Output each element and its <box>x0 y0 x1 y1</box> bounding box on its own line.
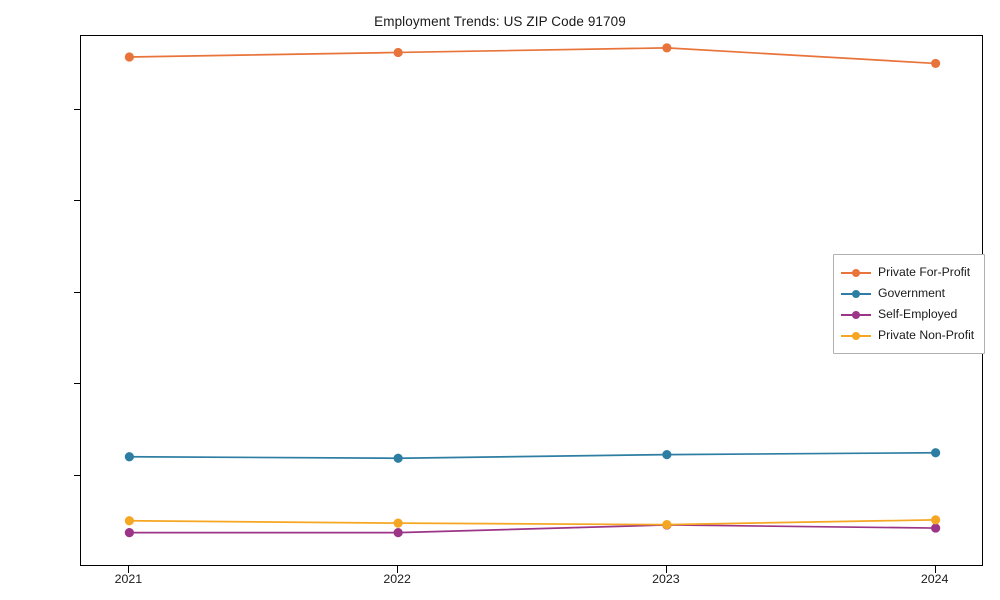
chart-legend: Private For-Profit Government Self-Employe… <box>833 254 985 354</box>
legend-dot-icon <box>852 290 860 298</box>
legend-swatch-icon <box>841 287 871 301</box>
data-point-marker <box>393 528 403 538</box>
legend-dot-icon <box>852 332 860 340</box>
y-axis-tick-mark <box>73 474 80 476</box>
data-point-marker <box>393 518 403 528</box>
x-axis-tick-label: 2022 <box>383 572 411 586</box>
plot-area <box>80 35 983 566</box>
series-government <box>124 448 941 463</box>
y-axis-tick-mark <box>73 109 80 111</box>
data-point-marker <box>931 515 941 525</box>
legend-item-label: Government <box>878 286 946 301</box>
legend-item[interactable]: Private For-Profit <box>841 262 976 283</box>
data-point-marker <box>931 523 941 533</box>
x-axis-tick-mark <box>128 566 130 573</box>
x-axis-tick-mark <box>934 566 936 573</box>
legend-swatch-icon <box>841 329 871 343</box>
series-private-for-profit <box>124 43 941 69</box>
data-point-marker <box>931 58 941 69</box>
data-point-marker <box>662 449 672 460</box>
x-axis-tick-label: 2024 <box>920 572 949 586</box>
legend-item[interactable]: Self-Employed <box>841 304 976 325</box>
x-axis-tick-mark <box>665 566 667 573</box>
legend-swatch-icon <box>841 308 871 322</box>
data-point-marker <box>393 47 403 58</box>
series-private-non-profit <box>124 515 941 530</box>
data-point-marker <box>124 528 134 538</box>
y-axis-tick-mark <box>73 291 80 293</box>
series-line <box>128 451 937 460</box>
x-axis-tick-label: 2021 <box>114 572 143 586</box>
legend-dot-icon <box>852 269 860 277</box>
legend-item[interactable]: Government <box>841 283 976 304</box>
x-axis-tick-label: 2023 <box>652 572 680 586</box>
legend-dot-icon <box>852 311 860 319</box>
data-point-marker <box>931 448 941 458</box>
legend-item[interactable]: Private Non-Profit <box>841 325 976 346</box>
chart-title: Employment Trends: US ZIP Code 91709 <box>374 14 626 29</box>
data-point-marker <box>124 452 134 462</box>
legend-item-label: Private Non-Profit <box>878 328 975 343</box>
data-point-marker <box>662 519 672 530</box>
data-point-marker <box>662 43 672 53</box>
legend-item-label: Private For-Profit <box>878 265 971 280</box>
data-point-marker <box>124 516 134 526</box>
data-point-marker <box>124 52 134 62</box>
series-line <box>128 524 937 534</box>
y-axis-tick-mark <box>73 200 80 202</box>
legend-swatch-icon <box>841 266 871 280</box>
plot-lines <box>124 43 941 538</box>
series-line <box>128 518 937 526</box>
y-axis-tick-mark <box>73 383 80 385</box>
data-point-marker <box>393 453 403 463</box>
series-self-employed <box>124 520 941 538</box>
x-axis-tick-mark <box>397 566 399 573</box>
legend-item-label: Self-Employed <box>878 307 958 322</box>
series-line <box>128 47 937 65</box>
